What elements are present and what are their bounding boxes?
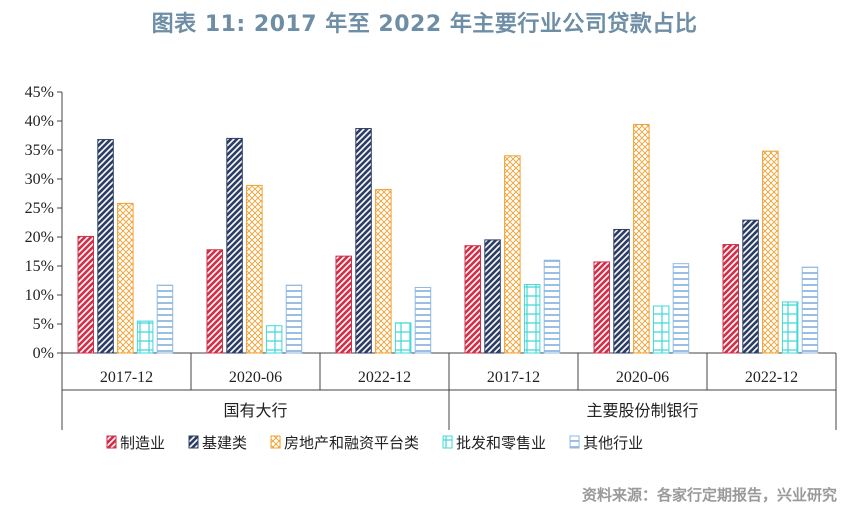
x-group-label: 国有大行 <box>223 401 287 420</box>
bar <box>652 305 670 354</box>
bar <box>156 284 174 354</box>
y-tick-label: 15% <box>25 258 54 275</box>
bar <box>394 322 412 354</box>
legend-label: 其他行业 <box>583 434 643 452</box>
bar <box>265 325 283 354</box>
legend-label: 基建类 <box>202 434 247 452</box>
legend-swatch <box>106 435 117 449</box>
bar <box>246 184 263 354</box>
bar <box>672 263 690 354</box>
legend-label: 房地产和融资平台类 <box>284 434 419 452</box>
bar <box>613 228 630 354</box>
bar <box>722 244 739 354</box>
y-tick-label: 30% <box>25 171 54 188</box>
bar <box>464 245 481 354</box>
bar <box>77 235 94 354</box>
x-category-label: 2022-12 <box>358 369 411 386</box>
y-tick-label: 5% <box>33 316 54 333</box>
bar <box>206 249 223 354</box>
y-tick-label: 40% <box>25 113 54 130</box>
x-category-label: 2017-12 <box>100 369 153 386</box>
bar <box>414 286 432 354</box>
chart-title: 图表 11: 2017 年至 2022 年主要行业公司贷款占比 <box>151 12 698 37</box>
source-note: 资料来源：各家行定期报告，兴业研究 <box>581 486 837 504</box>
x-category-label: 2020-06 <box>616 369 669 386</box>
bar <box>97 139 114 354</box>
bar <box>226 137 243 354</box>
y-tick-label: 0% <box>33 345 54 362</box>
bar <box>117 202 134 354</box>
bar <box>801 266 819 354</box>
legend-swatch <box>188 435 199 449</box>
x-category-label: 2017-12 <box>487 369 540 386</box>
bar <box>375 188 392 354</box>
bar <box>355 128 372 354</box>
y-tick-label: 35% <box>25 142 54 159</box>
legend-swatch <box>270 435 281 449</box>
bar <box>285 284 303 354</box>
bar <box>781 301 799 354</box>
y-tick-label: 25% <box>25 200 54 217</box>
x-category-label: 2020-06 <box>229 369 282 386</box>
bar <box>543 259 561 354</box>
legend-label: 批发和零售业 <box>456 434 546 452</box>
y-tick-label: 45% <box>25 84 54 101</box>
bar <box>742 219 759 354</box>
legend-swatch <box>569 435 580 449</box>
x-category-label: 2022-12 <box>745 369 798 386</box>
bar <box>335 255 352 354</box>
bar <box>484 239 501 354</box>
y-tick-label: 10% <box>25 287 54 304</box>
bar <box>762 150 779 354</box>
bar <box>593 261 610 354</box>
bar <box>523 284 541 354</box>
bar <box>504 155 521 354</box>
legend-swatch <box>442 435 453 449</box>
bar <box>633 123 650 354</box>
x-group-label: 主要股份制银行 <box>586 401 698 420</box>
bar <box>136 320 154 354</box>
y-tick-label: 20% <box>25 229 54 246</box>
legend-label: 制造业 <box>120 434 165 452</box>
